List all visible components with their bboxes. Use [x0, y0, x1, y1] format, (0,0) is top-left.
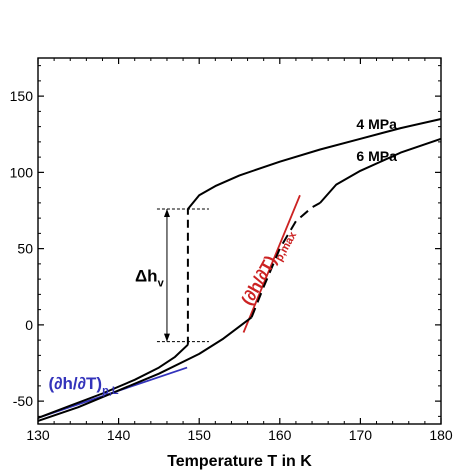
delta-h-bracket: Δhv	[135, 208, 209, 343]
series-label: 4 MPa	[356, 116, 397, 132]
series-line-6-mpa-seg0	[37, 316, 253, 422]
series-line-6-mpa-seg2	[319, 137, 442, 204]
delta-h-subscript: v	[158, 277, 165, 289]
y-tick-label: 50	[17, 241, 33, 257]
series-line-6-mpa-seg1	[250, 202, 321, 318]
x-tick-label: 180	[429, 427, 453, 443]
x-tick-label: 150	[188, 427, 212, 443]
y-tick-label: 150	[10, 88, 34, 104]
axes: 130 140 150 160 170 180 -50 0 50 100 150	[10, 57, 453, 443]
x-tick-label: 160	[268, 427, 292, 443]
x-tick-label: 140	[107, 427, 131, 443]
plot-frame	[37, 57, 442, 425]
plot-area: 4 MPa 6 MPa Δhv (∂h/∂T)p,L (∂h/∂T)p,max	[37, 116, 442, 422]
x-tick-label: 130	[26, 427, 50, 443]
series-line-4-mpa-seg0	[37, 343, 189, 419]
y-tick-label: 0	[25, 317, 33, 333]
tangent-subscript-max: p,max	[273, 229, 299, 263]
series-label: 6 MPa	[356, 148, 397, 164]
y-tick-label: -50	[13, 393, 33, 409]
x-tick-label: 170	[349, 427, 373, 443]
tangent-line-p-max	[242, 194, 301, 333]
bracket-arrow-up	[163, 208, 170, 217]
tangent-label-liquid: (∂h/∂T)p,L	[48, 374, 118, 397]
x-axis-title: Temperature T in K	[167, 453, 312, 470]
series-line-4-mpa-seg2	[187, 118, 442, 210]
tangent-subscript-liquid: p,L	[102, 385, 119, 397]
delta-h-label: Δhv	[135, 266, 165, 289]
tangent-label-max: (∂h/∂T)p,max	[238, 224, 300, 311]
bracket-arrow-down	[163, 333, 170, 342]
y-tick-label: 100	[10, 164, 34, 180]
